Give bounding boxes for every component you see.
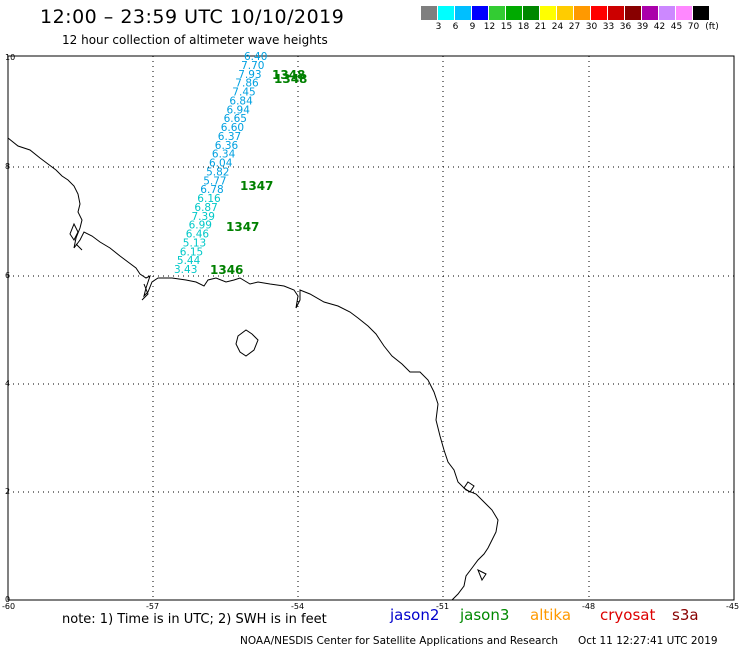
color-scale-label: 39 bbox=[636, 22, 649, 32]
color-scale-label: 15 bbox=[500, 22, 513, 32]
wave-height-label: 5.82 bbox=[206, 166, 229, 178]
lat-tick: 0 bbox=[5, 595, 10, 604]
wave-height-label: 6.99 bbox=[189, 220, 212, 232]
color-scale-label: 12 bbox=[483, 22, 496, 32]
wave-height-label: 6.60 bbox=[221, 122, 244, 134]
map-frame bbox=[7, 55, 735, 601]
color-scale-label: 42 bbox=[653, 22, 666, 32]
color-scale-swatch bbox=[591, 6, 608, 20]
lon-tick: -51 bbox=[436, 602, 449, 611]
estuary-detail bbox=[69, 222, 149, 301]
wave-height-label: 7.93 bbox=[238, 69, 261, 81]
lon-tick: -60 bbox=[2, 602, 15, 611]
color-scale-swatch bbox=[642, 6, 659, 20]
color-scale bbox=[421, 6, 710, 20]
color-scale-swatch bbox=[625, 6, 642, 20]
color-scale-unit: (ft) bbox=[705, 22, 719, 32]
legend-altika: altika bbox=[530, 606, 572, 624]
legend-jason3: jason3 bbox=[460, 606, 510, 624]
wave-height-label: 5.13 bbox=[183, 237, 206, 249]
color-scale-label: 24 bbox=[551, 22, 564, 32]
map-subtitle: 12 hour collection of altimeter wave hei… bbox=[62, 33, 328, 47]
wave-height-label: 6.40 bbox=[244, 51, 267, 63]
color-scale-label: 36 bbox=[619, 22, 632, 32]
lat-tick: 2 bbox=[5, 487, 10, 496]
wave-height-label: 7.39 bbox=[192, 211, 215, 223]
lon-tick: -54 bbox=[291, 602, 304, 611]
island bbox=[235, 329, 259, 357]
wave-height-label: 6.34 bbox=[212, 149, 236, 161]
lon-tick: -57 bbox=[146, 602, 159, 611]
wave-height-label: 6.65 bbox=[224, 113, 247, 125]
legend-cryosat: cryosat bbox=[600, 606, 656, 624]
coastline bbox=[7, 137, 499, 601]
wave-height-label: 6.16 bbox=[197, 193, 221, 205]
wave-height-label: 6.87 bbox=[194, 202, 217, 214]
color-scale-swatch bbox=[523, 6, 540, 20]
pass-number-label: 1348 bbox=[274, 72, 307, 86]
pass-number-label: 1348 bbox=[272, 68, 305, 82]
pass-number-label: 1346 bbox=[210, 263, 243, 277]
color-scale-swatch bbox=[506, 6, 523, 20]
wave-height-label: 7.45 bbox=[232, 87, 255, 99]
wave-height-label: 7.86 bbox=[235, 78, 259, 90]
legend-s3a: s3a bbox=[672, 606, 699, 624]
wave-height-label: 6.94 bbox=[227, 104, 251, 116]
wave-height-label: 5.44 bbox=[177, 255, 201, 267]
wave-height-label: 3.43 bbox=[174, 264, 197, 276]
wave-height-label: 6.04 bbox=[209, 158, 233, 170]
pass-number-label: 1347 bbox=[240, 179, 273, 193]
wave-height-label: 6.15 bbox=[180, 246, 203, 258]
color-scale-label: 6 bbox=[452, 22, 459, 32]
lat-tick: 4 bbox=[5, 379, 10, 388]
color-scale-swatch bbox=[540, 6, 557, 20]
color-scale-label: 70 bbox=[687, 22, 700, 32]
footer-note: note: 1) Time is in UTC; 2) SWH is in fe… bbox=[62, 612, 327, 627]
wave-height-label: 6.78 bbox=[200, 184, 223, 196]
footer-credit: NOAA/NESDIS Center for Satellite Applica… bbox=[240, 635, 558, 647]
pass-number-label: 1347 bbox=[226, 220, 259, 234]
color-scale-labels: 3 6 9 12 15 18 21 24 27 30 33 36 39 42 45 70 (ft) bbox=[421, 22, 722, 32]
color-scale-swatch bbox=[693, 6, 710, 20]
color-scale-swatch bbox=[421, 6, 438, 20]
color-scale-swatch bbox=[438, 6, 455, 20]
graticule bbox=[8, 56, 734, 600]
wave-height-label: 5.77 bbox=[203, 175, 226, 187]
map-title: 12:00 – 23:59 UTC 10/10/2019 bbox=[40, 6, 345, 28]
color-scale-swatch bbox=[608, 6, 625, 20]
color-scale-label: 27 bbox=[568, 22, 581, 32]
wave-height-label: 6.36 bbox=[215, 140, 239, 152]
color-scale-label: 9 bbox=[469, 22, 476, 32]
color-scale-label: 21 bbox=[534, 22, 547, 32]
wave-height-label: 6.84 bbox=[229, 95, 253, 107]
wave-height-label: 6.46 bbox=[186, 229, 210, 241]
lat-tick: 10 bbox=[5, 53, 15, 62]
color-scale-swatch bbox=[676, 6, 693, 20]
color-scale-label: 33 bbox=[602, 22, 615, 32]
wave-height-label: 6.37 bbox=[218, 131, 241, 143]
lon-tick: -48 bbox=[582, 602, 595, 611]
lat-tick: 8 bbox=[5, 162, 10, 171]
color-scale-label: 45 bbox=[670, 22, 683, 32]
color-scale-label: 30 bbox=[585, 22, 598, 32]
color-scale-swatch bbox=[659, 6, 676, 20]
color-scale-label: 3 bbox=[435, 22, 442, 32]
color-scale-swatch bbox=[557, 6, 574, 20]
lat-tick: 6 bbox=[5, 271, 10, 280]
color-scale-swatch bbox=[472, 6, 489, 20]
footer-timestamp: Oct 11 12:27:41 UTC 2019 bbox=[578, 635, 718, 647]
wave-height-label: 7.70 bbox=[241, 60, 264, 72]
color-scale-label: 18 bbox=[517, 22, 530, 32]
lon-tick: -45 bbox=[726, 602, 739, 611]
legend-jason2: jason2 bbox=[390, 606, 440, 624]
island-small bbox=[463, 481, 487, 582]
color-scale-swatch bbox=[574, 6, 591, 20]
color-scale-swatch bbox=[455, 6, 472, 20]
color-scale-swatch bbox=[489, 6, 506, 20]
